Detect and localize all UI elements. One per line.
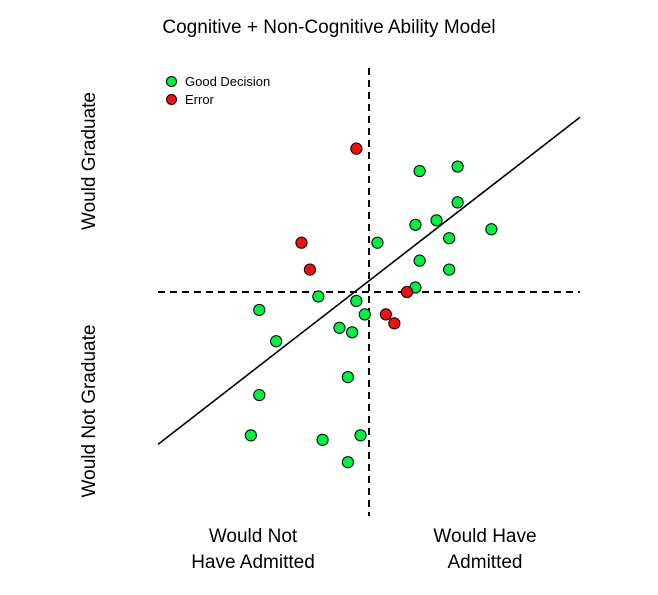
point-good-decision-15	[333, 321, 346, 334]
point-good-decision-12	[350, 294, 363, 308]
fit-line-group	[157, 116, 581, 445]
point-error-2	[303, 263, 317, 276]
point-good-decision-23	[341, 456, 354, 469]
x-label-right-line2: Admitted	[447, 552, 523, 573]
point-good-decision-16	[346, 326, 359, 339]
y-label-bottom: Would Not Graduate	[79, 324, 100, 498]
point-good-decision-11	[312, 290, 325, 303]
point-good-decision-21	[316, 433, 329, 446]
legend: Good Decision Error	[166, 72, 270, 108]
point-good-decision-8	[413, 254, 426, 267]
point-good-decision-9	[443, 263, 456, 276]
x-label-left-line2: Have Admitted	[191, 552, 315, 573]
point-error-5	[388, 317, 401, 330]
point-good-decision-1	[451, 160, 464, 173]
y-label-top: Would Graduate	[79, 92, 100, 231]
legend-swatch-good-decision	[166, 75, 177, 87]
point-error-1	[295, 236, 308, 249]
point-good-decision-17	[270, 335, 283, 348]
legend-item-error: Error	[166, 90, 270, 108]
point-good-decision-7	[485, 223, 498, 236]
x-label-right: Would Have Admitted	[400, 524, 570, 576]
point-good-decision-6	[371, 236, 384, 249]
threshold-lines	[158, 68, 580, 516]
point-error-0	[350, 142, 363, 155]
legend-label-error: Error	[185, 91, 214, 107]
point-good-decision-5	[443, 232, 456, 245]
data-points	[244, 142, 498, 469]
point-error-4	[379, 308, 392, 321]
fit-line	[157, 116, 581, 445]
legend-item-good-decision: Good Decision	[166, 72, 270, 90]
point-good-decision-4	[409, 218, 422, 231]
legend-swatch-error	[166, 93, 177, 105]
point-good-decision-18	[341, 371, 354, 384]
x-label-left: Would Not Have Admitted	[168, 524, 338, 576]
x-label-right-line1: Would Have	[433, 526, 537, 547]
point-good-decision-19	[253, 388, 266, 402]
x-label-left-line1: Would Not	[208, 526, 298, 547]
point-good-decision-0	[413, 164, 426, 178]
point-good-decision-14	[253, 303, 266, 317]
point-good-decision-20	[244, 429, 257, 442]
point-good-decision-2	[451, 196, 464, 209]
point-good-decision-3	[430, 214, 443, 227]
point-good-decision-13	[358, 308, 371, 321]
legend-label-good-decision: Good Decision	[185, 73, 271, 89]
point-good-decision-22	[354, 429, 367, 442]
chart-title: Cognitive + Non-Cognitive Ability Model	[162, 17, 496, 38]
point-error-3	[400, 285, 414, 299]
